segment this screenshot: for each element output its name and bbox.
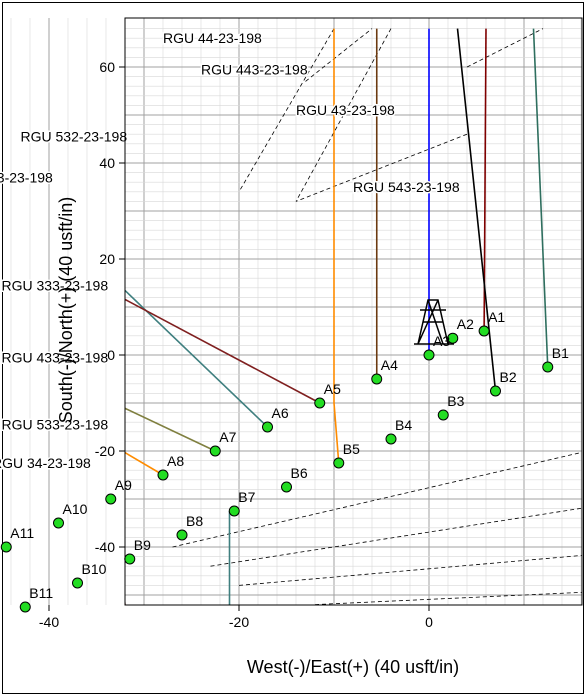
- well-annotation: RGU 44-23-198: [163, 30, 262, 46]
- point-label: A8: [167, 453, 184, 469]
- point-label: A9: [115, 477, 132, 493]
- point-label: A5: [324, 381, 341, 397]
- wellhead-point: [490, 385, 501, 397]
- wellhead-point: [19, 601, 31, 613]
- point-label: B11: [29, 585, 53, 601]
- wellhead-point: [423, 349, 435, 361]
- well-path: [125, 289, 269, 428]
- point-label: A1: [488, 309, 505, 325]
- well-path: [0, 513, 59, 523]
- y-tick-label: -20: [95, 443, 115, 459]
- x-tick-label: -20: [229, 614, 249, 630]
- wellhead-point: [0, 541, 12, 553]
- point-label: B5: [343, 441, 360, 457]
- wellhead-point: [371, 373, 383, 385]
- x-axis-title: West(-)/East(+) (40 usft/in): [247, 657, 459, 677]
- wellhead-point: [447, 332, 459, 344]
- grid-lines: [10, 18, 582, 605]
- well-annotation: RGU 533-23-198: [2, 417, 109, 433]
- well-path: [172, 451, 582, 548]
- point-label: B8: [186, 513, 203, 529]
- wellhead-point: [228, 505, 240, 517]
- point-label: B1: [552, 345, 569, 361]
- well-path: [305, 28, 373, 82]
- well-annotation: RGU 433-23-198: [2, 349, 109, 365]
- rig-icon: [414, 299, 454, 345]
- wellhead-point: [209, 445, 221, 457]
- well-annotation: RGU 33-23-198: [0, 169, 53, 185]
- point-label: B3: [447, 393, 464, 409]
- well-annotation: RGU 532-23-198: [21, 129, 128, 145]
- x-tick-label: -40: [39, 614, 59, 630]
- well-path: [532, 28, 549, 368]
- x-tick-label: 0: [425, 614, 433, 630]
- well-path: [238, 28, 335, 193]
- point-label: A4: [381, 357, 398, 373]
- wellhead-point: [478, 325, 490, 337]
- well-annotation: RGU 43-23-198: [296, 102, 395, 118]
- well-path: [210, 507, 582, 567]
- y-tick-label: 0: [107, 347, 115, 363]
- well-path: [0, 489, 116, 499]
- point-label: B4: [395, 417, 412, 433]
- well-annotations: RGU 44-23-198 RGU 443-23-198 RGU 43-23-198…: [0, 29, 461, 473]
- axis-ticks: -60-40-200206040200-20-40: [39, 59, 433, 630]
- well-path: [456, 28, 497, 392]
- wellhead-point: [333, 457, 345, 469]
- point-label: B9: [134, 537, 151, 553]
- point-label: B6: [291, 465, 308, 481]
- wellhead-point: [385, 433, 397, 445]
- point-label: A11: [10, 525, 34, 541]
- point-label: B7: [238, 489, 255, 505]
- point-label: B10: [82, 561, 107, 577]
- well-path: [125, 298, 321, 404]
- well-annotation: RGU 333-23-198: [2, 277, 109, 293]
- point-label: A10: [63, 501, 88, 517]
- wellhead-point: [314, 397, 326, 409]
- point-label: A6: [272, 405, 289, 421]
- point-label: A3: [433, 333, 450, 349]
- wellhead-point: [105, 493, 117, 505]
- well-path: [466, 28, 544, 68]
- point-label: B2: [500, 369, 517, 385]
- wellhead-point: [124, 553, 136, 565]
- well-path: [333, 28, 340, 464]
- well-path: [295, 28, 392, 202]
- wellhead-point: [542, 361, 554, 373]
- y-axis-title: South(-)/North(+) (40 usft/in): [56, 197, 76, 424]
- wellhead-point: [262, 421, 273, 433]
- y-tick-label: -40: [95, 539, 115, 555]
- wellhead-points: A1 A2 A3 A4 A5 A6 A7 A8 A9 A10 A11 B1 B2 B3 B4 B5 B6 B7 B8…: [0, 309, 569, 613]
- y-tick-label: 20: [99, 251, 115, 267]
- wellhead-point: [437, 409, 449, 421]
- plot-border: [124, 17, 583, 606]
- wellhead-point: [72, 577, 83, 589]
- wellhead-point: [176, 529, 188, 541]
- well-path: [238, 555, 582, 586]
- well-annotation: RGU 443-23-198: [201, 61, 308, 77]
- wellhead-point: [157, 469, 169, 481]
- well-path: [125, 407, 216, 452]
- well-annotation: RGU 543-23-198: [353, 179, 460, 195]
- well-paths: [0, 28, 582, 605]
- y-tick-label: 60: [99, 59, 115, 75]
- well-path: [295, 133, 468, 202]
- wellhead-point: [53, 517, 64, 529]
- well-path: [125, 596, 126, 605]
- point-label: A2: [457, 316, 474, 332]
- wellhead-point: [281, 481, 292, 493]
- point-label: A7: [219, 429, 236, 445]
- well-annotation: RGU 34-23-198: [0, 455, 91, 471]
- y-tick-label: 40: [99, 155, 115, 171]
